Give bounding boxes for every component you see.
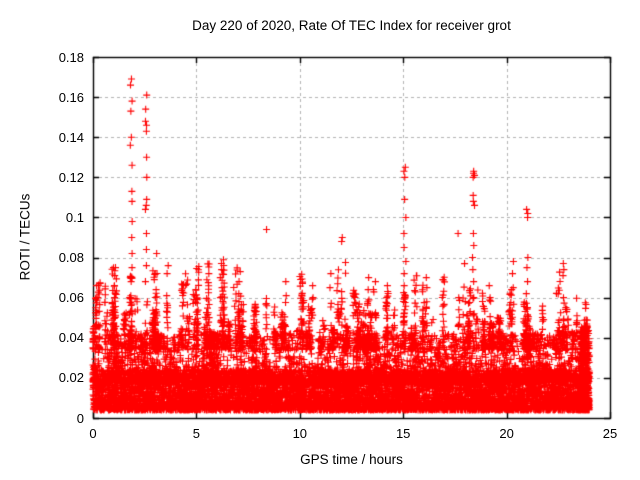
y-tick-label: 0.1 bbox=[65, 209, 84, 225]
x-tick-label: 15 bbox=[395, 426, 411, 441]
y-tick-label: 0.14 bbox=[58, 129, 84, 145]
y-tick-label: 0.16 bbox=[58, 89, 84, 105]
y-axis-label: ROTI / TECUs bbox=[17, 193, 33, 281]
x-tick-label: 5 bbox=[192, 426, 200, 441]
chart-title: Day 220 of 2020, Rate Of TEC Index for r… bbox=[192, 18, 511, 33]
y-tick-label: 0 bbox=[76, 410, 84, 426]
y-tick-label: 0.02 bbox=[58, 370, 84, 386]
y-tick-label: 0.12 bbox=[58, 169, 84, 185]
x-axis-label: GPS time / hours bbox=[300, 452, 403, 467]
y-tick-label: 0.18 bbox=[58, 49, 84, 65]
x-tick-label: 0 bbox=[89, 426, 97, 441]
x-tick-label: 20 bbox=[499, 426, 514, 441]
x-tick-label: 25 bbox=[602, 426, 618, 441]
y-tick-label: 0.06 bbox=[58, 290, 84, 306]
x-tick-label: 10 bbox=[292, 426, 308, 441]
y-tick-label: 0.04 bbox=[58, 330, 84, 346]
y-tick-label: 0.08 bbox=[58, 250, 84, 266]
